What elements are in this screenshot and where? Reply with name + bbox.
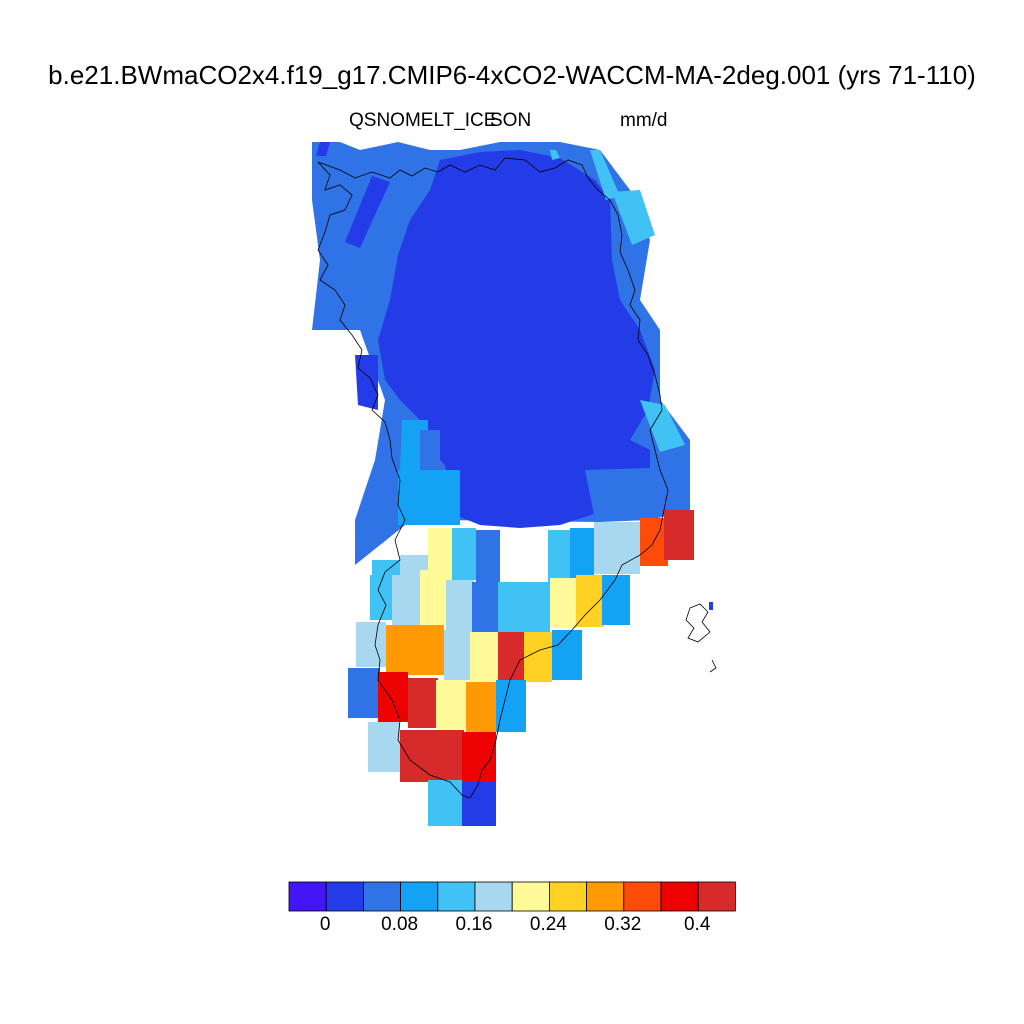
- field-cell: [472, 582, 498, 632]
- field-cell: [550, 150, 560, 160]
- field-cell: [444, 630, 472, 680]
- colorbar-box: [511, 881, 550, 912]
- field-cell: [612, 190, 655, 245]
- field-cells: [312, 142, 694, 826]
- field-cell: [466, 682, 496, 732]
- colorbar-tick-label: 0.4: [683, 914, 711, 935]
- field-cell: [470, 632, 498, 682]
- colorbar-tick-label: 0: [319, 914, 331, 935]
- field-cell: [362, 182, 384, 212]
- season-label: SON: [490, 110, 532, 131]
- field-cell: [436, 680, 466, 730]
- field-cell: [548, 530, 570, 582]
- colorbar-box: [697, 881, 736, 912]
- colorbar-box: [474, 881, 513, 912]
- colorbar-boxes: [288, 881, 736, 912]
- colorbar-box: [437, 881, 476, 912]
- colorbar-box: [288, 881, 327, 912]
- field-cell: [602, 575, 630, 625]
- island-marker: [709, 602, 713, 610]
- field-cell: [585, 468, 660, 520]
- field-cell: [368, 722, 400, 772]
- field-cell: [498, 632, 526, 682]
- field-cell: [355, 355, 378, 410]
- colorbar-tick-label: 0.08: [381, 914, 419, 935]
- colorbar-box: [400, 881, 439, 912]
- colorbar-box: [623, 881, 662, 912]
- field-cell: [420, 430, 440, 470]
- field-cell: [428, 780, 462, 826]
- field-cell: [452, 528, 476, 580]
- colorbar-box: [586, 881, 625, 912]
- field-cell: [446, 580, 474, 630]
- field-cell: [524, 632, 552, 682]
- colorbar-box: [549, 881, 588, 912]
- units-label: mm/d: [620, 110, 668, 131]
- field-cell: [594, 522, 640, 574]
- colorbar-tick-label: 0.24: [529, 914, 567, 935]
- field-cell: [386, 625, 444, 675]
- field-cell: [378, 150, 655, 528]
- field-cell: [420, 570, 450, 625]
- plot-title: b.e21.BWmaCO2x4.f19_g17.CMIP6-4xCO2-WACC…: [48, 60, 976, 90]
- field-cell: [356, 622, 386, 667]
- field-cell: [664, 510, 694, 560]
- colorbar-tick-label: 0.32: [604, 914, 642, 935]
- greenland-coastline: [317, 157, 669, 799]
- field-cell: [570, 528, 594, 580]
- island-outline-2: [709, 659, 717, 673]
- colorbar-box: [362, 881, 401, 912]
- field-cell: [476, 530, 500, 582]
- field-cell: [398, 470, 460, 525]
- field-cell: [378, 672, 408, 722]
- colorbar-box: [660, 881, 699, 912]
- colorbar-tick-label: 0.16: [455, 914, 493, 935]
- field-cell: [590, 150, 620, 200]
- field-cell: [408, 678, 438, 728]
- field-cell: [462, 782, 496, 826]
- variable-label: QSNOMELT_ICE: [349, 110, 497, 131]
- field-cell: [392, 575, 420, 625]
- field-cell: [498, 582, 550, 632]
- field-cell: [496, 680, 526, 732]
- field-cell: [348, 668, 380, 718]
- field-cell: [640, 400, 685, 452]
- colorbar-box: [325, 881, 364, 912]
- field-cell: [400, 730, 464, 782]
- field-cell: [316, 142, 330, 156]
- field-cell: [552, 630, 582, 680]
- field-cell: [550, 578, 578, 628]
- island-outline: [685, 603, 711, 643]
